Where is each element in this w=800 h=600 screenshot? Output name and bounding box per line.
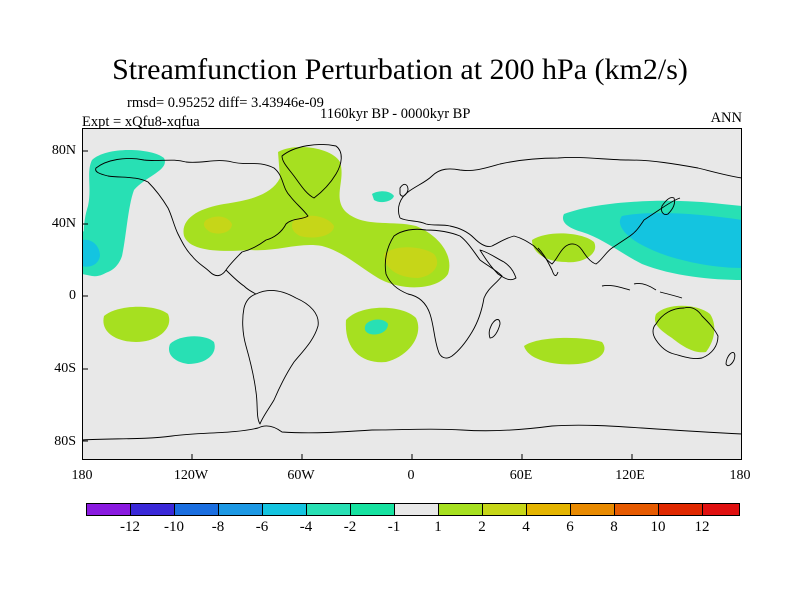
experiment-label: Expt = xQfu8-xqfua	[82, 114, 200, 130]
coastline-eurasia	[397, 156, 742, 219]
colorbar-swatch-7	[394, 503, 439, 516]
lon-label-120e: 120E	[615, 468, 645, 483]
coastline-australia	[652, 307, 719, 359]
plot-title: Streamfunction Perturbation at 200 hPa (…	[112, 53, 688, 86]
lat-label-80s: 80S	[54, 434, 76, 449]
colorbar-label-2: 2	[478, 519, 486, 535]
lon-label-180e: 180	[729, 468, 751, 483]
coastline-greenland	[281, 144, 342, 199]
colorbar-label-minus10: -10	[164, 519, 184, 535]
colorbar-swatch-9	[482, 503, 527, 516]
axis-ticks	[82, 150, 633, 460]
lat-label-40s: 40S	[54, 361, 76, 376]
colorbar-label-1: 1	[434, 519, 442, 535]
map-plot-area	[82, 128, 742, 460]
contour-positive-southpacific	[103, 306, 170, 342]
colorbar-swatch-10	[526, 503, 571, 516]
lon-label-180w: 180	[71, 468, 93, 483]
colorbar-label-minus12: -12	[120, 519, 140, 535]
rmsd-diff-stats: rmsd= 0.95252 diff= 3.43946e-09	[127, 95, 324, 111]
coastline-central-america	[225, 269, 257, 295]
colorbar-label-10: 10	[650, 519, 666, 535]
colorbar-swatch-12	[614, 503, 659, 516]
colorbar-label-minus8: -8	[211, 519, 225, 535]
colorbar-label-12: 12	[694, 519, 710, 535]
colorbar-swatch-13	[658, 503, 703, 516]
contour-positive-southatlantic	[345, 307, 419, 363]
colorbar-swatch-14	[702, 503, 740, 516]
map-background	[82, 128, 742, 460]
colorbar-label-6: 6	[566, 519, 574, 535]
contour-negative-southatlantic	[364, 319, 388, 335]
colorbar-label-minus4: -4	[299, 519, 313, 535]
lat-label-40n: 40N	[51, 216, 76, 231]
coastline-arabia	[479, 249, 517, 281]
colorbar-swatch-0	[86, 503, 131, 516]
contour-plus2-atlantic	[292, 215, 334, 238]
contour-negative-europe	[372, 191, 394, 203]
coastline-africa	[384, 228, 503, 359]
colorbar-swatch-2	[174, 503, 219, 516]
coastline-south-america	[242, 290, 319, 425]
colorbar-swatch-6	[350, 503, 395, 516]
contour-positive-australia	[654, 305, 715, 353]
coastline-antarctica	[82, 424, 742, 441]
colorbar-swatch-4	[262, 503, 307, 516]
colorbar-swatch-5	[306, 503, 351, 516]
lon-label-120w: 120W	[173, 468, 209, 483]
coastline-japan	[661, 197, 675, 215]
colorbar-label-minus2: -2	[343, 519, 357, 535]
lon-label-0: 0	[407, 468, 415, 483]
contour-positive-indianocean	[524, 337, 605, 365]
lat-label-80n: 80N	[51, 143, 76, 158]
colorbar-label-minus6: -6	[255, 519, 269, 535]
contour-plus2-gulf	[203, 216, 232, 234]
coastline-layer	[82, 144, 742, 441]
coastline-madagascar	[488, 319, 501, 339]
colorbar-swatch-1	[130, 503, 175, 516]
contour-plus2-africa	[384, 247, 438, 278]
coastline-new-zealand	[725, 351, 736, 367]
colorbar-label-8: 8	[610, 519, 618, 535]
colorbar-swatch-11	[570, 503, 615, 516]
lon-label-60w: 60W	[287, 468, 315, 483]
coastline-north-america	[95, 157, 309, 277]
contour-minus4-westpacific-asia	[619, 213, 742, 268]
contour-negative-southpacific	[168, 336, 215, 364]
lat-label-equator: 0	[69, 288, 76, 303]
coastline-asia-south	[399, 197, 681, 265]
lon-label-60e: 60E	[509, 468, 533, 483]
coastline-britain	[399, 183, 409, 197]
coastline-indonesia	[601, 283, 683, 299]
colorbar-label-4: 4	[522, 519, 530, 535]
colorbar-swatch-3	[218, 503, 263, 516]
colorbar-label-minus1: -1	[387, 519, 401, 535]
period-label: 1160kyr BP - 0000kyr BP	[320, 106, 471, 122]
contour-minus4-westpacific	[82, 239, 100, 267]
colorbar-swatch-8	[438, 503, 483, 516]
coastline-india	[537, 247, 559, 277]
season-label: ANN	[710, 110, 742, 126]
